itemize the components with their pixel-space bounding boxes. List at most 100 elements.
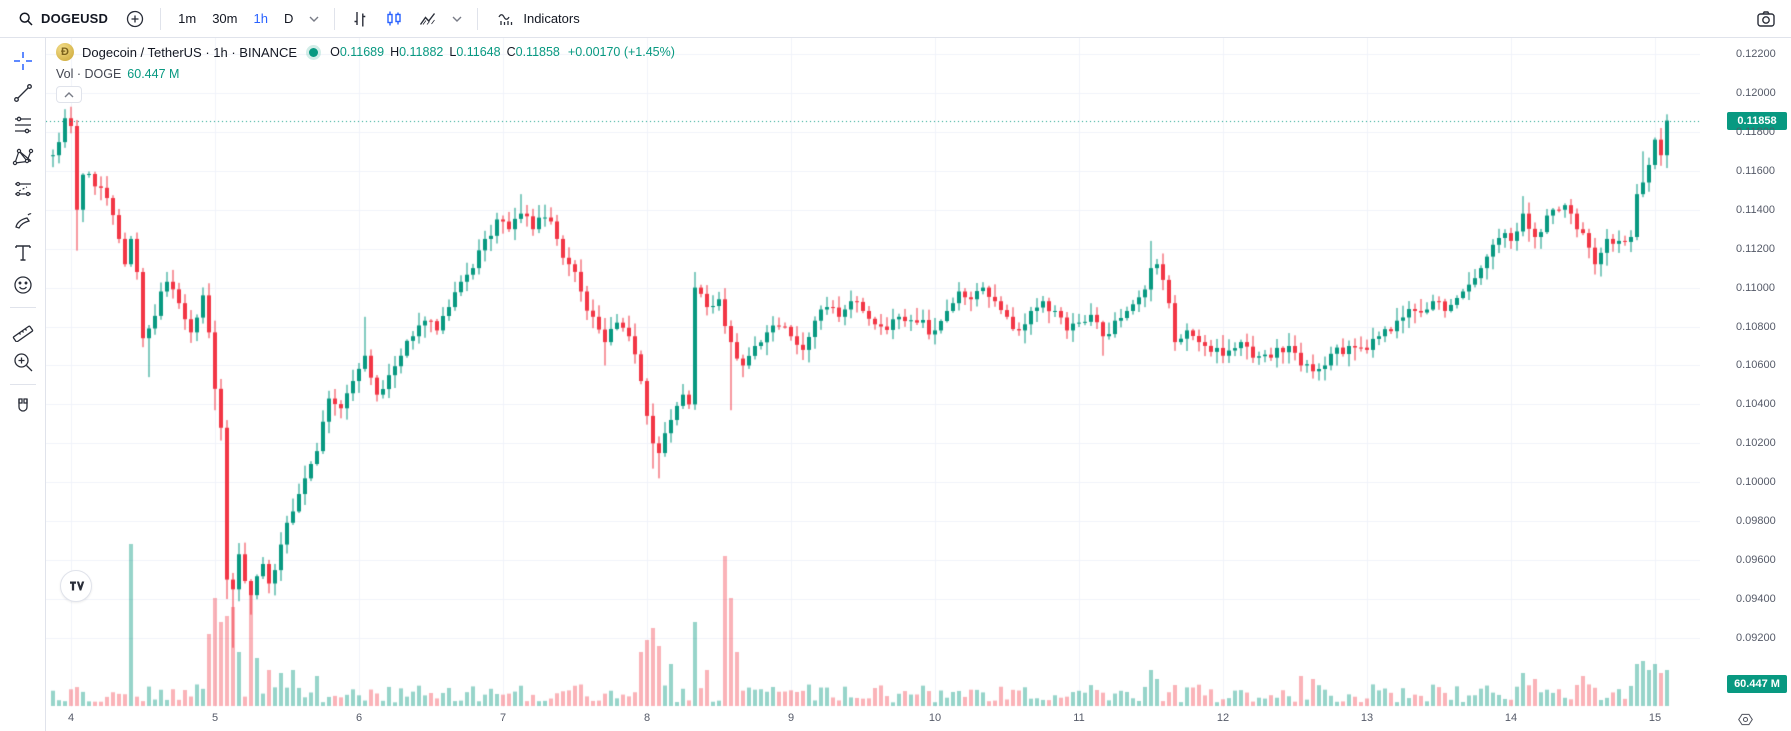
interval-D-button[interactable]: D bbox=[277, 7, 300, 30]
compare-add-symbol-button[interactable] bbox=[120, 5, 150, 33]
interval-menu-button[interactable] bbox=[304, 5, 324, 33]
market-status-dot bbox=[309, 47, 319, 57]
price-axis-label: 0.09600 bbox=[1736, 554, 1776, 567]
toolbar-separator bbox=[334, 7, 336, 30]
magnet-icon bbox=[11, 395, 35, 419]
time-axis-label: 12 bbox=[1216, 712, 1230, 724]
price-axis-label: 0.09200 bbox=[1736, 631, 1776, 644]
time-axis-label: 5 bbox=[211, 712, 219, 724]
symbol-legend-row[interactable]: Ð Dogecoin / TetherUS · 1h · BINANCE O0.… bbox=[56, 43, 675, 61]
open-label: O bbox=[330, 45, 340, 59]
candlestick-chart-canvas[interactable] bbox=[46, 38, 1700, 731]
emoji-tool-button[interactable] bbox=[6, 270, 40, 300]
price-axis-label: 0.09400 bbox=[1736, 593, 1776, 606]
price-axis-label: 0.10200 bbox=[1736, 437, 1776, 450]
legend-collapse-button[interactable] bbox=[56, 86, 82, 103]
price-axis-label: 0.12000 bbox=[1736, 86, 1776, 99]
symbol-name: DOGEUSD bbox=[41, 11, 109, 26]
search-icon bbox=[18, 11, 34, 27]
price-axis-label: 0.10400 bbox=[1736, 398, 1776, 411]
indicators-button[interactable]: Indicators bbox=[488, 5, 587, 33]
price-axis-label: 0.12200 bbox=[1736, 48, 1776, 60]
bars-style-button[interactable] bbox=[345, 5, 375, 33]
volume-label: Vol · DOGE bbox=[56, 67, 122, 81]
time-axis-label: 8 bbox=[643, 712, 651, 724]
text-tool-button[interactable] bbox=[6, 238, 40, 268]
change-value: +0.00170 (+1.45%) bbox=[567, 45, 675, 59]
toolbar-divider bbox=[9, 307, 36, 308]
close-value: 0.11858 bbox=[515, 45, 560, 59]
interval-30m-button[interactable]: 30m bbox=[205, 7, 244, 30]
time-scale[interactable]: 4 5 6 7 8 9 10 11 12 13 14 15 bbox=[46, 707, 1700, 731]
indicators-icon bbox=[496, 9, 516, 29]
interval-1h-button[interactable]: 1h bbox=[247, 7, 275, 30]
chart-style-menu-button[interactable] bbox=[447, 5, 467, 33]
area-style-icon bbox=[418, 9, 438, 29]
legend-title: Dogecoin / TetherUS · 1h · BINANCE bbox=[82, 44, 298, 60]
chart-area: Ð Dogecoin / TetherUS · 1h · BINANCE O0.… bbox=[46, 38, 1791, 731]
close-label: C bbox=[506, 45, 516, 59]
price-axis-label: 0.11400 bbox=[1736, 203, 1775, 216]
fib-retracement-tool-button[interactable] bbox=[6, 110, 40, 140]
xabcd-pattern-tool-button[interactable] bbox=[6, 142, 40, 172]
tradingview-logo[interactable] bbox=[60, 570, 92, 602]
brush-tool-button[interactable] bbox=[6, 206, 40, 236]
low-value: 0.11648 bbox=[456, 45, 501, 59]
ruler-icon bbox=[11, 318, 35, 342]
volume-value: 60.447 M bbox=[127, 67, 180, 81]
add-symbol-plus-icon bbox=[125, 9, 145, 29]
interval-1m-button[interactable]: 1m bbox=[171, 7, 203, 30]
brush-icon bbox=[11, 209, 35, 233]
chevron-down-icon bbox=[452, 16, 462, 22]
time-axis-label: 7 bbox=[499, 712, 507, 724]
chevron-down-icon bbox=[309, 16, 319, 22]
dogecoin-icon: Ð bbox=[56, 43, 74, 61]
measure-tool-button[interactable] bbox=[6, 315, 40, 345]
toolbar-separator bbox=[477, 7, 479, 30]
price-axis-label: 0.10600 bbox=[1736, 359, 1776, 372]
magnet-tool-button[interactable] bbox=[6, 392, 40, 422]
trend-line-icon bbox=[11, 81, 35, 105]
high-label: H bbox=[390, 45, 400, 59]
trend-line-tool-button[interactable] bbox=[6, 78, 40, 108]
price-axis-label: 0.09800 bbox=[1736, 515, 1776, 528]
xabcd-pattern-icon bbox=[11, 145, 35, 169]
candles-style-icon bbox=[384, 9, 404, 29]
time-axis-label: 10 bbox=[928, 712, 942, 724]
long-position-tool-button[interactable] bbox=[6, 174, 40, 204]
low-label: L bbox=[449, 45, 457, 59]
price-axis-label: 0.10800 bbox=[1736, 320, 1776, 333]
symbol-search-button[interactable]: DOGEUSD bbox=[10, 7, 116, 31]
price-axis-label: 0.11800 bbox=[1736, 125, 1775, 138]
chevron-up-icon bbox=[64, 91, 74, 98]
price-axis-label: 0.11000 bbox=[1736, 281, 1775, 294]
candles-style-button[interactable] bbox=[379, 5, 409, 33]
long-position-icon bbox=[11, 177, 35, 201]
area-style-button[interactable] bbox=[413, 5, 443, 33]
text-icon bbox=[11, 241, 35, 265]
time-axis-label: 14 bbox=[1504, 712, 1518, 724]
price-scale-settings[interactable] bbox=[1700, 707, 1791, 731]
camera-icon bbox=[1755, 8, 1777, 30]
volume-badge: 60.447 M bbox=[1727, 675, 1787, 693]
top-toolbar: DOGEUSD 1m 30m 1h D bbox=[0, 0, 1791, 38]
time-axis-label: 4 bbox=[67, 712, 75, 724]
screenshot-button[interactable] bbox=[1751, 5, 1781, 33]
time-axis-label: 13 bbox=[1360, 712, 1374, 724]
price-axis-label: 0.11600 bbox=[1736, 164, 1775, 177]
last-price-badge: 0.11858 bbox=[1727, 111, 1787, 130]
volume-legend-row[interactable]: Vol · DOGE 60.447 M bbox=[56, 67, 675, 81]
crosshair-tool-button[interactable] bbox=[6, 46, 40, 76]
interval-group: 1m 30m 1h D bbox=[171, 7, 300, 30]
open-value: 0.11689 bbox=[339, 45, 385, 59]
indicators-label: Indicators bbox=[523, 11, 580, 26]
time-axis-label: 6 bbox=[355, 712, 363, 724]
fib-retracement-icon bbox=[11, 113, 35, 137]
zoom-in-tool-button[interactable] bbox=[6, 347, 40, 377]
time-axis-label: 11 bbox=[1073, 712, 1085, 724]
price-axis-label: 0.11200 bbox=[1736, 242, 1775, 255]
price-scale-settings-icon bbox=[1737, 711, 1754, 728]
high-value: 0.11882 bbox=[399, 45, 444, 59]
toolbar-divider bbox=[9, 384, 36, 385]
price-scale[interactable]: 0.11858 60.447 M 0.12200 0.12000 0.11800 0.… bbox=[1700, 38, 1791, 707]
